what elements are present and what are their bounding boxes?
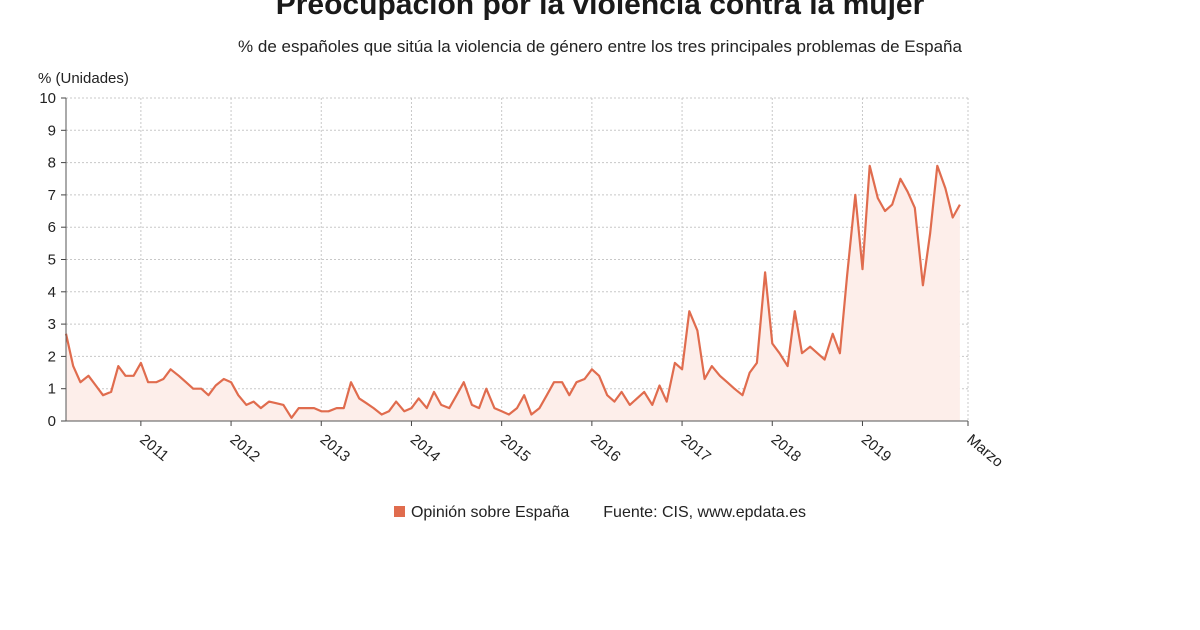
x-tick-label: 2014	[407, 431, 443, 465]
y-tick-label: 9	[48, 122, 56, 139]
y-axis-label: % (Unidades)	[38, 70, 129, 87]
y-tick-labels: 0 1 2 3 4 5 6 7 8 9 10	[39, 90, 56, 430]
legend: Opinión sobre España Fuente: CIS, www.epd…	[0, 504, 1200, 522]
x-tick-label: 2015	[497, 431, 533, 465]
y-tick-label: 5	[48, 252, 56, 269]
source-note: Fuente: CIS, www.epdata.es	[603, 504, 806, 521]
y-tick-label: 1	[48, 381, 56, 398]
x-tick-label: 2018	[768, 431, 804, 465]
y-tick-label: 10	[39, 90, 56, 107]
x-tick-label: Marzo	[963, 431, 1006, 471]
x-tick-label: 2012	[226, 431, 262, 465]
x-tick-label: 2019	[858, 431, 894, 465]
y-tick-label: 7	[48, 187, 56, 204]
x-tick-label: 2017	[677, 431, 713, 465]
x-tick-label: 2016	[587, 431, 623, 465]
series-area	[66, 166, 960, 421]
x-tick-labels: 2011 2012 2013 2014 2015 2016 2017 2018 2019 Marz…	[136, 431, 1006, 471]
y-tick-label: 3	[48, 316, 56, 333]
x-tick-label: 2011	[136, 431, 172, 465]
y-tick-label: 2	[48, 348, 56, 365]
y-tick-label: 6	[48, 219, 56, 236]
legend-swatch	[394, 506, 405, 517]
y-tick-label: 4	[48, 284, 56, 301]
legend-series-label: Opinión sobre España	[411, 504, 569, 521]
y-tick-label: 0	[48, 413, 56, 430]
y-tick-label: 8	[48, 155, 56, 172]
x-tick-label: 2013	[317, 431, 353, 465]
